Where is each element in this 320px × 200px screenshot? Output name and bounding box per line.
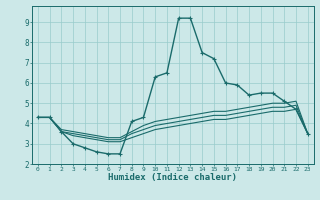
X-axis label: Humidex (Indice chaleur): Humidex (Indice chaleur) [108,173,237,182]
